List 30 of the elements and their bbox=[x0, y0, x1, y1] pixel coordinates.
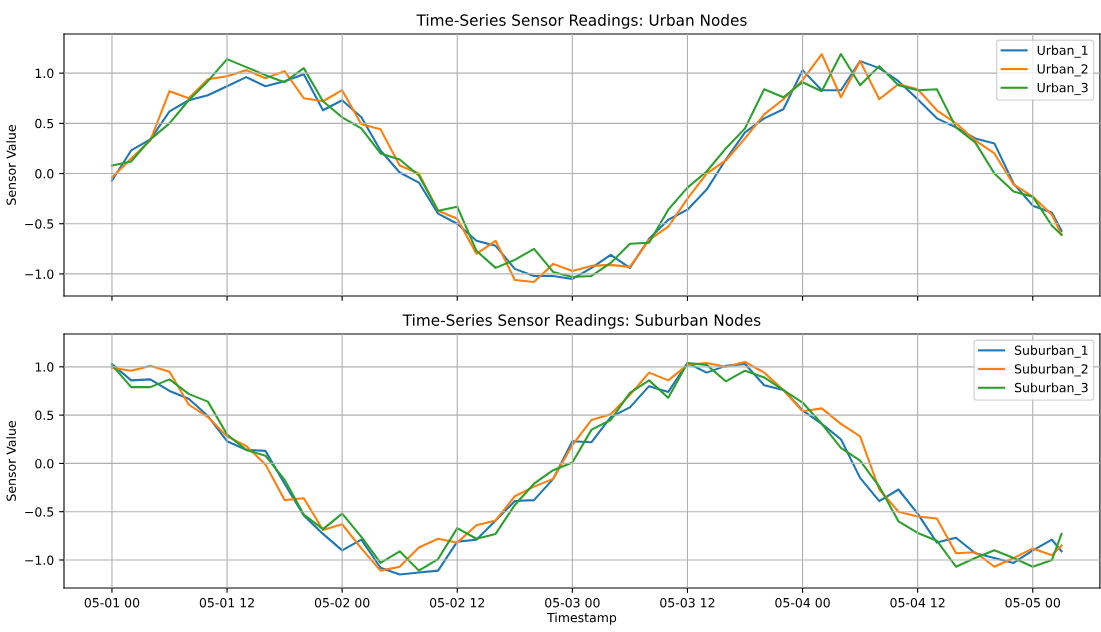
x-tick-label: 05-02 00 bbox=[314, 597, 370, 608]
x-tick-label: 05-04 00 bbox=[775, 597, 830, 608]
y-tick-label: 0.5 bbox=[35, 410, 54, 421]
y-tick-label: −1.0 bbox=[25, 269, 54, 279]
legend-label: Urban_2 bbox=[1037, 63, 1088, 77]
legend-label: Suburban_3 bbox=[1014, 382, 1088, 396]
legend-label: Urban_3 bbox=[1037, 82, 1088, 96]
y-tick-label: −0.5 bbox=[25, 219, 54, 229]
legend-label: Suburban_1 bbox=[1014, 345, 1088, 358]
x-tick-label: 05-02 12 bbox=[429, 597, 485, 608]
x-tick-label: 05-01 12 bbox=[199, 597, 254, 608]
y-axis-title: Sensor Value bbox=[6, 421, 16, 501]
x-tick-label: 05-04 12 bbox=[890, 597, 945, 608]
chart-title: Time-Series Sensor Readings: Urban Nodes bbox=[416, 14, 747, 29]
x-axis-title: Timestamp bbox=[547, 612, 617, 625]
x-tick-label: 05-03 00 bbox=[545, 597, 600, 608]
legend-label: Urban_1 bbox=[1037, 45, 1088, 58]
y-tick-label: 1.0 bbox=[35, 362, 54, 372]
chart-title: Time-Series Sensor Readings: Suburban Nodes bbox=[402, 314, 761, 329]
x-tick-label: 05-03 12 bbox=[660, 597, 715, 608]
legend-label: Suburban_2 bbox=[1014, 363, 1088, 377]
y-axis-title: Sensor Value bbox=[6, 125, 16, 205]
y-tick-label: −1.0 bbox=[25, 555, 54, 565]
y-tick-label: −0.5 bbox=[25, 507, 54, 517]
y-tick-label: 1.0 bbox=[35, 68, 54, 79]
y-tick-label: 0.0 bbox=[35, 169, 54, 179]
x-tick-label: 05-01 00 bbox=[84, 597, 140, 608]
y-tick-label: 0.0 bbox=[35, 458, 54, 469]
y-tick-label: 0.5 bbox=[35, 118, 54, 129]
x-tick-label: 05-05 00 bbox=[1005, 597, 1061, 608]
